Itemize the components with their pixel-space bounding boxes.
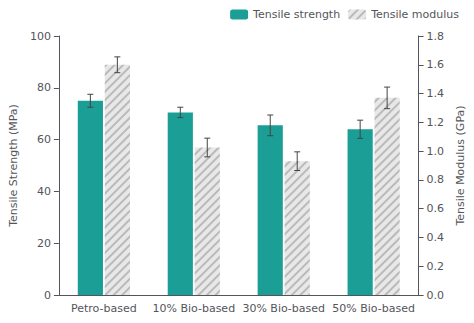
svg-text:10% Bio-based: 10% Bio-based (152, 302, 235, 315)
svg-text:40: 40 (37, 185, 51, 198)
svg-text:1.0: 1.0 (427, 145, 445, 158)
svg-text:20: 20 (37, 237, 51, 250)
svg-text:1.2: 1.2 (427, 116, 445, 129)
svg-text:1.4: 1.4 (427, 87, 445, 100)
svg-text:100: 100 (30, 30, 51, 43)
svg-text:0.0: 0.0 (427, 289, 445, 302)
svg-text:30% Bio-based: 30% Bio-based (242, 302, 325, 315)
svg-text:0: 0 (44, 289, 51, 302)
svg-text:60: 60 (37, 133, 51, 146)
svg-text:0.8: 0.8 (427, 173, 445, 186)
svg-text:80: 80 (37, 81, 51, 94)
svg-text:Tensile modulus: Tensile modulus (370, 8, 459, 21)
svg-text:1.8: 1.8 (427, 30, 445, 43)
svg-text:1.6: 1.6 (427, 58, 445, 71)
svg-text:Tensile strength: Tensile strength (252, 8, 340, 21)
svg-text:0.4: 0.4 (427, 231, 445, 244)
svg-text:Petro-based: Petro-based (71, 302, 137, 315)
svg-text:0.6: 0.6 (427, 202, 445, 215)
svg-text:50% Bio-based: 50% Bio-based (332, 302, 415, 315)
svg-text:0.2: 0.2 (427, 260, 445, 273)
svg-text:Tensile Strength (MPa): Tensile Strength (MPa) (7, 104, 20, 228)
svg-text:Tensile Modulus (GPa): Tensile Modulus (GPa) (454, 105, 467, 226)
